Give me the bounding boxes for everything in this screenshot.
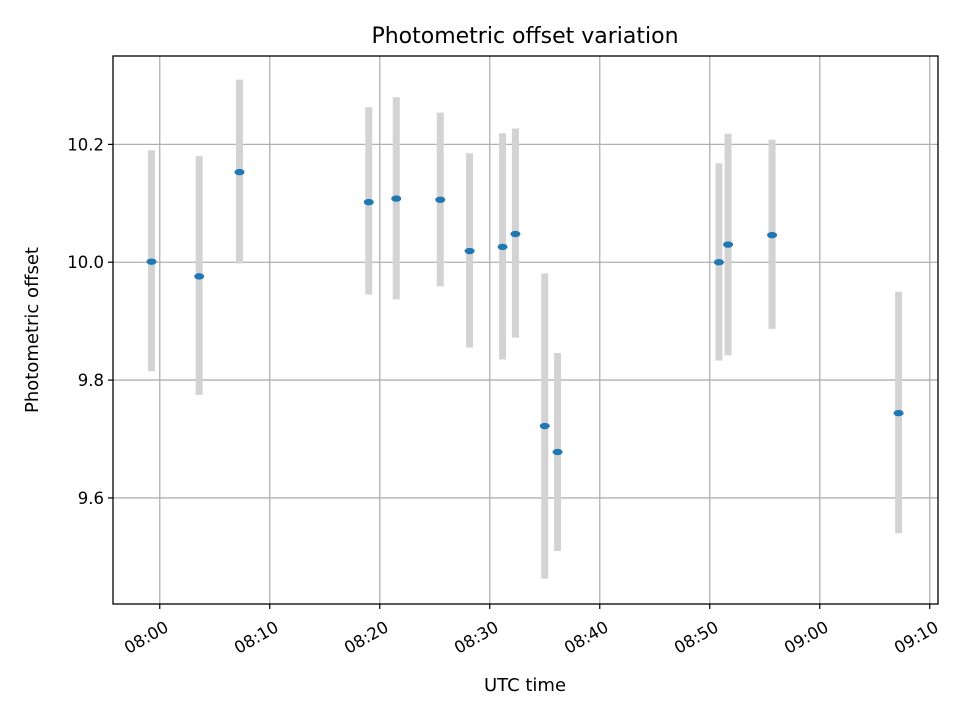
y-tick-label: 9.8 (78, 371, 104, 390)
x-axis-label: UTC time (484, 675, 566, 696)
y-tick-label: 10.0 (67, 253, 104, 272)
data-point (234, 168, 245, 176)
data-point (723, 241, 734, 248)
data-point (497, 243, 508, 251)
y-tick-label: 10.2 (67, 135, 104, 154)
data-point (539, 422, 550, 430)
data-point (146, 258, 157, 265)
grid (113, 56, 938, 604)
data-point (510, 230, 521, 238)
data-point (552, 448, 563, 456)
chart-title: Photometric offset variation (371, 24, 678, 49)
plot-frame (112, 55, 939, 605)
data-point (363, 198, 374, 206)
data-point (194, 273, 205, 280)
data-point (391, 195, 402, 202)
data-point (713, 259, 724, 266)
data-point (767, 231, 778, 239)
data-point (435, 196, 446, 203)
data-points (146, 168, 904, 456)
y-tick-label: 9.6 (78, 489, 104, 508)
y-axis-label: Photometric offset (22, 247, 43, 413)
data-point (464, 247, 475, 255)
data-point (893, 409, 904, 417)
